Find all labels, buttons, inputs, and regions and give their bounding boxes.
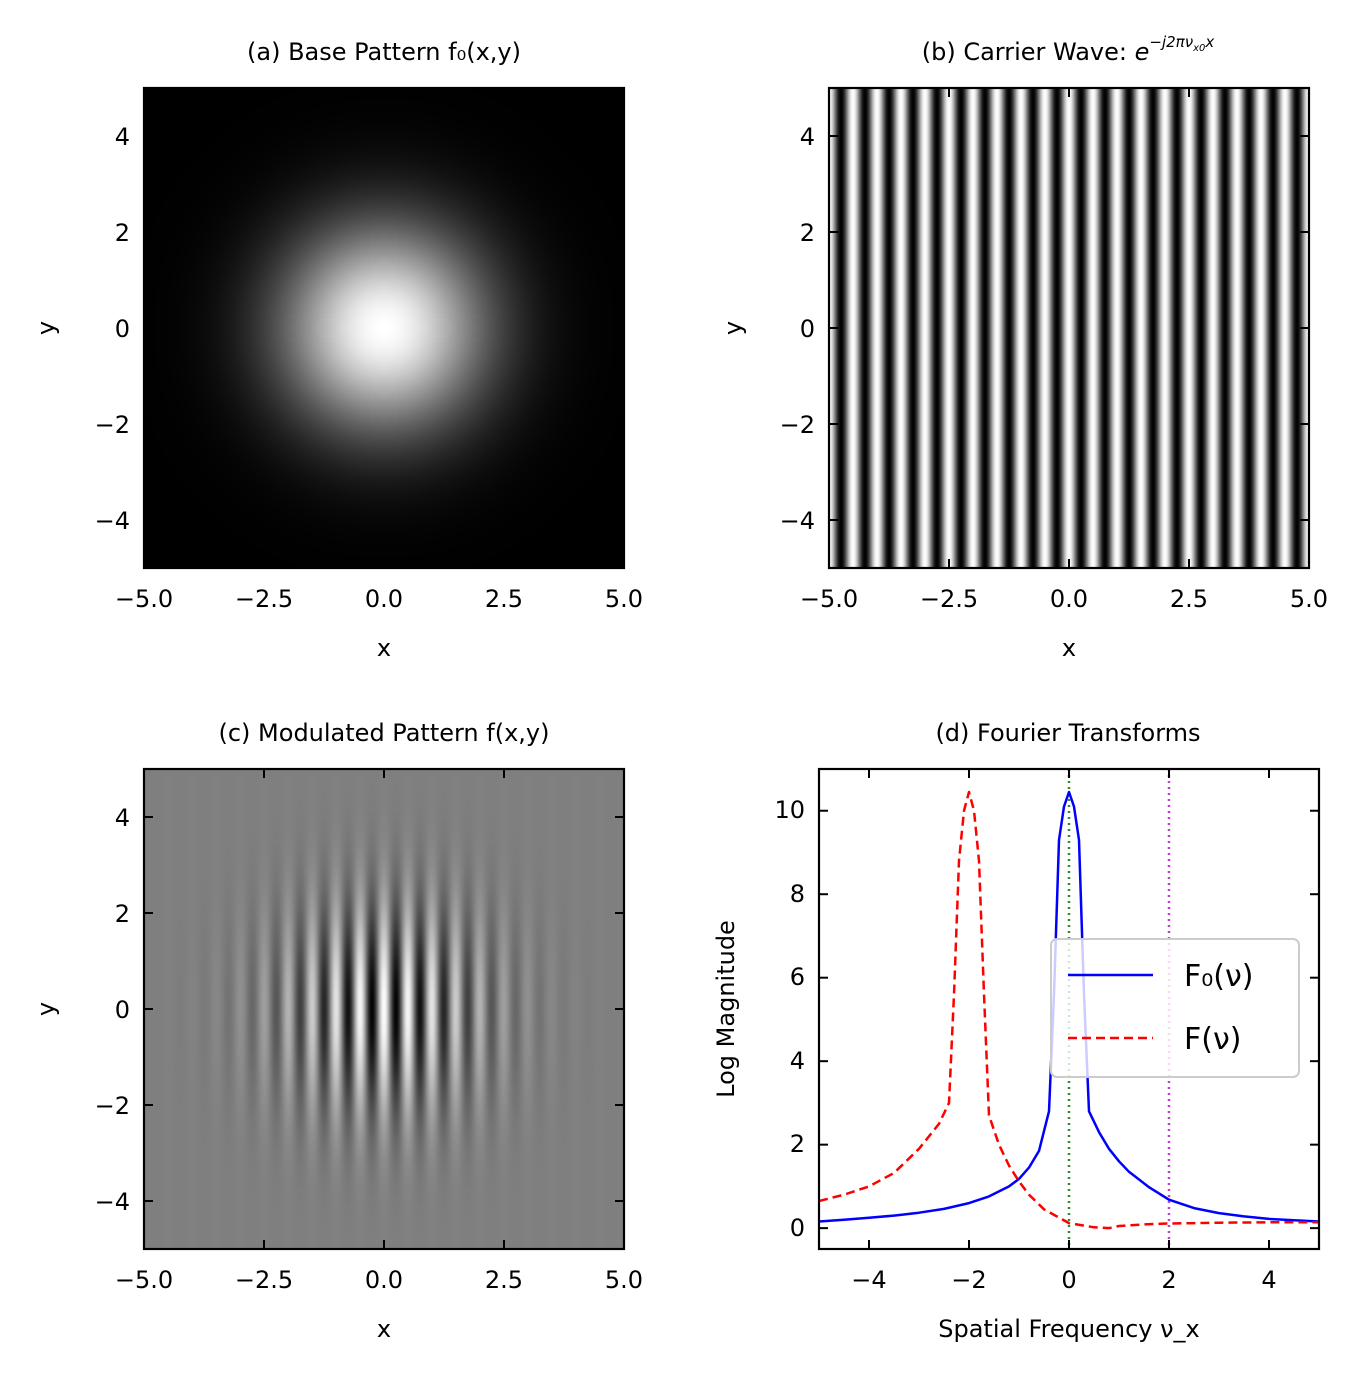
panel-a-x-tick-label: 0.0 xyxy=(365,585,403,613)
panel-a-x-tick-label: −2.5 xyxy=(235,585,293,613)
panel-d-legend: F₀(ν) F(ν) xyxy=(1050,938,1300,1078)
panel-c-modulated-pattern: (c) Modulated Pattern f(x,y) −5.0 −2.5 0… xyxy=(32,719,643,1343)
panel-b-y-tick-label: −2 xyxy=(780,411,815,439)
panel-d-y-tick-label: 2 xyxy=(790,1130,805,1158)
panel-a-x-tick-label: −5.0 xyxy=(115,585,173,613)
panel-d-x-axis-label: Spatial Frequency ν_x xyxy=(938,1315,1199,1343)
panel-d-fourier-transforms: (d) Fourier Transforms −4 −2 0 2 4 10 8 … xyxy=(712,719,1321,1343)
panel-b-title-exponent-tail: x xyxy=(1204,33,1214,51)
panel-a-base-pattern: (a) Base Pattern f₀(x,y) −5.0 −2.5 0.0 2… xyxy=(32,38,643,662)
panel-c-x-tick-label: 0.0 xyxy=(365,1266,403,1294)
panel-b-title-exponent: −j2πν xyxy=(1149,33,1193,51)
panel-b-title-exponent-sub: x0 xyxy=(1192,43,1205,54)
panel-c-title: (c) Modulated Pattern f(x,y) xyxy=(219,719,550,747)
panel-b-y-tick-label: 0 xyxy=(800,315,815,343)
panel-c-y-tick-label: 4 xyxy=(115,804,130,832)
panel-c-y-tick-label: 2 xyxy=(115,900,130,928)
panel-b-x-tick-label: −5.0 xyxy=(800,585,858,613)
panel-a-heatmap-image xyxy=(144,88,624,568)
panel-c-y-tick-label: −4 xyxy=(95,1188,130,1216)
panel-a-x-tick-label: 5.0 xyxy=(605,585,643,613)
panel-c-y-tick-label: −2 xyxy=(95,1092,130,1120)
series-line-f0 xyxy=(819,790,1319,1223)
panel-b-y-tick-label: −4 xyxy=(780,507,815,535)
panel-d-x-tick-label: 4 xyxy=(1261,1266,1276,1294)
panel-c-x-axis-label: x xyxy=(377,1315,391,1343)
panel-d-y-tick-label: 0 xyxy=(790,1214,805,1242)
panel-d-x-tick-label: 0 xyxy=(1061,1266,1076,1294)
panel-c-x-tick-label: 2.5 xyxy=(485,1266,523,1294)
panel-b-y-tick-label: 2 xyxy=(800,219,815,247)
panel-b-x-tick-label: −2.5 xyxy=(920,585,978,613)
panel-b-heatmap-image xyxy=(829,88,1309,568)
panel-b-title-prefix: (b) Carrier Wave: xyxy=(922,38,1135,66)
panel-d-x-tick-label: 2 xyxy=(1161,1266,1176,1294)
legend-label-f0: F₀(ν) xyxy=(1184,959,1253,994)
panel-b-title-base: e xyxy=(1135,38,1150,66)
panel-b-title: (b) Carrier Wave: e−j2πνx0x xyxy=(922,33,1215,66)
panel-a-ticks xyxy=(143,88,625,568)
panel-a-x-axis-label: x xyxy=(377,634,391,662)
panel-c-heatmap-image xyxy=(144,769,624,1249)
panel-c-y-axis-label: y xyxy=(32,1002,60,1016)
panel-d-y-tick-label: 8 xyxy=(790,880,805,908)
panel-a-y-tick-label: −2 xyxy=(95,411,130,439)
panel-a-y-tick-label: 0 xyxy=(115,315,130,343)
panel-a-title: (a) Base Pattern f₀(x,y) xyxy=(247,38,521,66)
panel-b-x-tick-label: 2.5 xyxy=(1170,585,1208,613)
panel-b-x-tick-label: 5.0 xyxy=(1290,585,1328,613)
panel-b-ticks xyxy=(828,88,1310,568)
panel-d-x-tick-label: −4 xyxy=(851,1266,886,1294)
panel-c-y-tick-label: 0 xyxy=(115,996,130,1024)
panel-d-y-tick-label: 4 xyxy=(790,1047,805,1075)
panel-b-carrier-wave: (b) Carrier Wave: e−j2πνx0x −5.0 −2.5 0.… xyxy=(719,33,1328,662)
legend-box xyxy=(1050,938,1300,1078)
panel-b-x-axis-label: x xyxy=(1062,634,1076,662)
panel-c-x-tick-label: −5.0 xyxy=(115,1266,173,1294)
panel-b-x-tick-label: 0.0 xyxy=(1050,585,1088,613)
panel-d-y-tick-label: 6 xyxy=(790,963,805,991)
series-line-f xyxy=(819,790,1319,1230)
panel-c-x-tick-label: −2.5 xyxy=(235,1266,293,1294)
panel-a-x-tick-label: 2.5 xyxy=(485,585,523,613)
panel-b-y-tick-label: 4 xyxy=(800,123,815,151)
panel-c-x-tick-label: 5.0 xyxy=(605,1266,643,1294)
panel-d-ticks xyxy=(819,769,1319,1249)
legend-label-f: F(ν) xyxy=(1184,1022,1241,1057)
panel-a-y-tick-label: −4 xyxy=(95,507,130,535)
panel-a-y-axis-label: y xyxy=(32,321,60,335)
panel-d-y-tick-label: 10 xyxy=(774,796,805,824)
panel-b-y-axis-label: y xyxy=(719,321,747,335)
panel-a-y-tick-label: 4 xyxy=(115,123,130,151)
panel-d-y-axis-label: Log Magnitude xyxy=(712,920,740,1098)
panel-c-ticks xyxy=(143,769,625,1249)
panel-a-y-tick-label: 2 xyxy=(115,219,130,247)
panel-d-x-tick-label: −2 xyxy=(951,1266,986,1294)
panel-d-title: (d) Fourier Transforms xyxy=(935,719,1200,747)
